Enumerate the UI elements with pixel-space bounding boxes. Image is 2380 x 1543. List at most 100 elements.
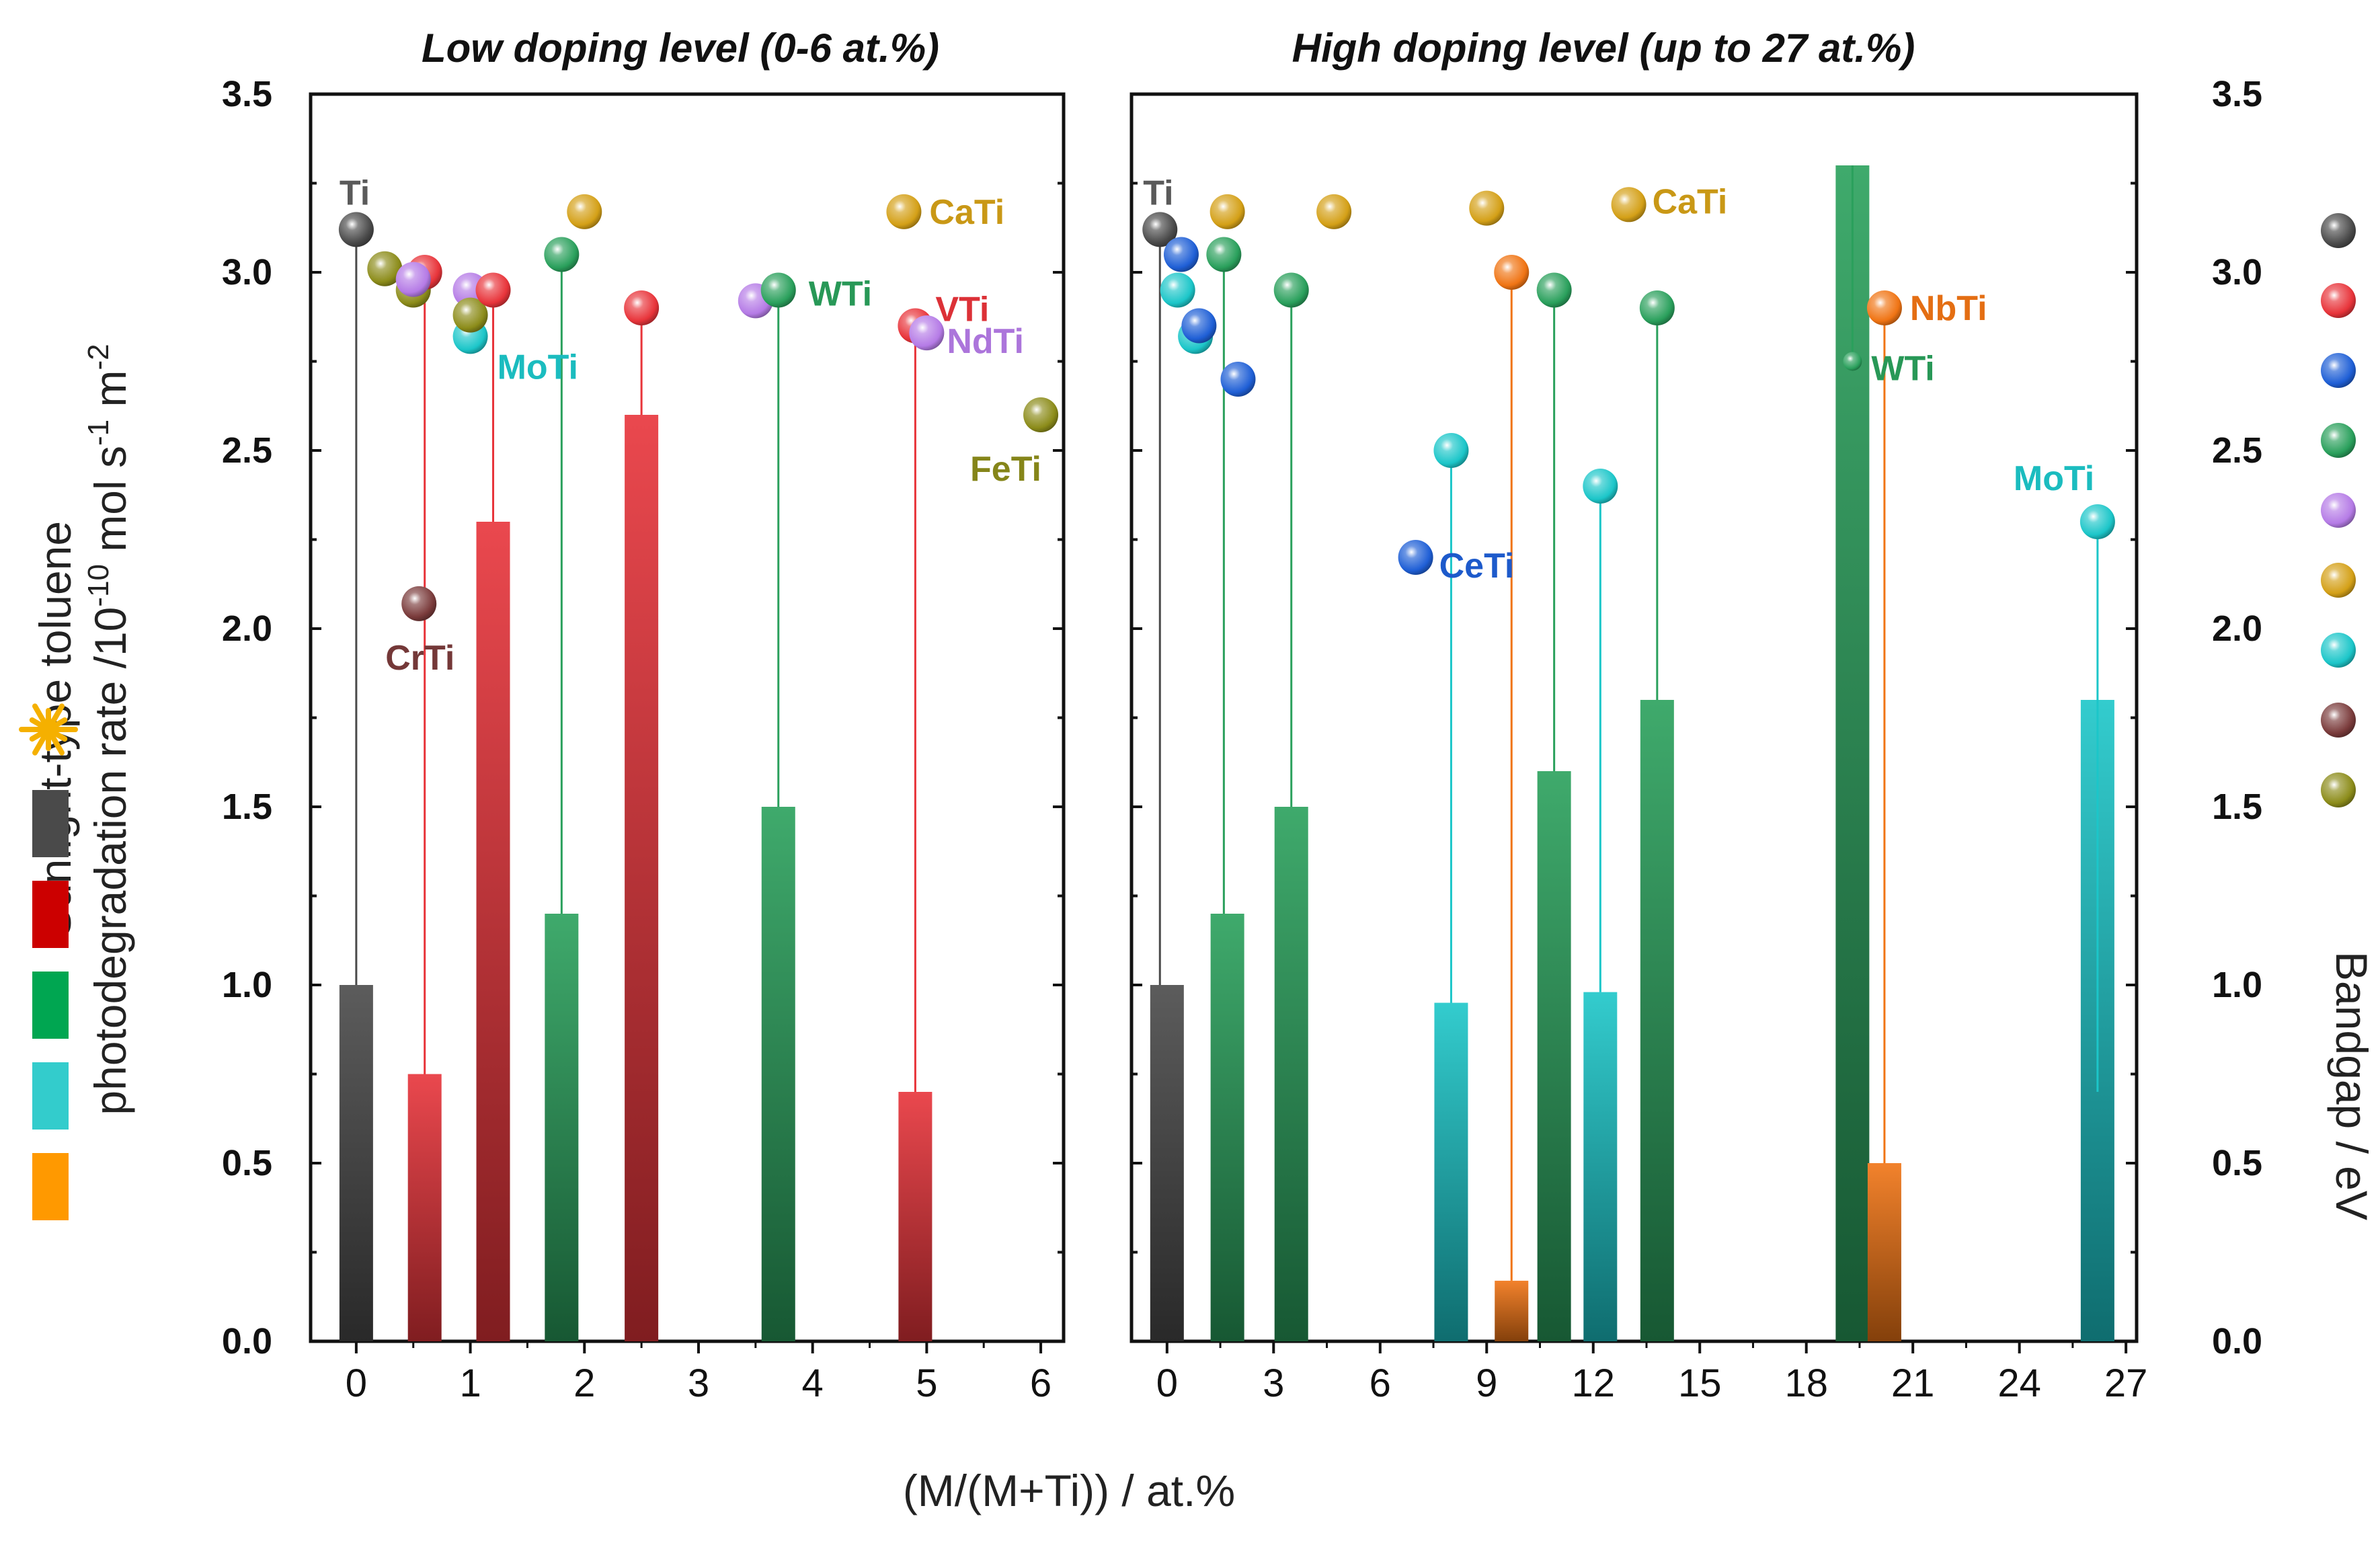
y-left-tick-label: 3.0 [222,252,272,292]
rate-legend [32,790,69,1220]
x-tick-label: 15 [1678,1361,1722,1405]
bandgap-legend-ball [2321,283,2356,318]
bar [1150,985,1184,1341]
x-tick-label: 0 [1156,1361,1178,1405]
stems-layer [355,165,2099,1281]
bandgap-point [475,272,511,308]
y-left-tick-label: 2.0 [222,608,272,649]
bandgap-point-label: WTi [809,275,872,314]
bar [1210,914,1244,1341]
y-left-tick-label: 2.5 [222,430,272,471]
y-right-tick-label: 3.0 [2212,252,2262,292]
bandgap-point-label: CaTi [1653,182,1728,221]
bandgap-point [1316,194,1352,229]
bandgap-point [2079,504,2115,539]
bandgap-point-label: WTi [1871,350,1934,389]
bandgap-point-label: CaTi [929,193,1004,232]
x-tick-label: 6 [1030,1361,1052,1405]
y-right-tick-label: 3.5 [2212,74,2262,114]
legend-swatch [32,790,69,857]
bandgap-point [1843,352,1862,371]
bandgap-point [1163,237,1199,272]
bandgap-point [1209,194,1245,229]
bandgap-point-label: NdTi [947,322,1024,361]
bandgap-point [1273,272,1309,308]
bar [898,1092,933,1341]
legend-swatch [32,1062,69,1130]
bar [476,522,510,1341]
bandgap-point-label: CrTi [385,639,454,678]
x-tick-label: 9 [1476,1361,1497,1405]
legend-swatch [32,1153,69,1220]
y-axis-right-label: Bandgap / eV [2327,951,2377,1220]
y-right-tick-label: 0.0 [2212,1321,2262,1361]
bar [1274,807,1308,1341]
y-right-tick-label: 1.5 [2212,787,2262,827]
bandgap-point [395,262,431,297]
bandgap-point [1142,212,1178,247]
bandgap-legend-ball [2321,213,2356,248]
bandgap-point [401,586,437,621]
x-tick-label: 3 [1263,1361,1284,1405]
bandgap-point-label: NbTi [1910,289,1987,328]
bar [1434,1002,1468,1341]
x-tick-label: 6 [1370,1361,1391,1405]
y-right-tick-label: 2.0 [2212,608,2262,649]
y-right-label: Bandgap / eV [2327,951,2377,1220]
bar [761,807,795,1341]
y-left-tick-label: 3.5 [222,74,272,114]
x-tick-label: 5 [916,1361,937,1405]
y-right-tick-label: 2.5 [2212,430,2262,471]
bar [1495,1280,1529,1341]
bandgap-point-label: VTi [935,290,989,329]
x-tick-label: 1 [459,1361,481,1405]
y-right-tick-label: 1.0 [2212,965,2262,1005]
bandgap-point-label: MoTi [498,348,578,387]
bandgap-point-label: MoTi [2014,459,2094,498]
bandgap-legend-ball [2321,353,2356,388]
x-tick-label: 0 [346,1361,367,1405]
bandgap-point [1160,272,1195,308]
x-tick-label: 27 [2104,1361,2148,1405]
bandgap-point [338,212,374,247]
bandgap-point [909,315,945,351]
bandgap-legend-ball [2321,563,2356,598]
panel-left-title: Low doping level (0-6 at.%) [422,26,939,71]
x-tick-label: 21 [1891,1361,1935,1405]
axes-layer: 0 1 2 3 4 5 6 0 3 6 9 12 15 18 21 24 270.0 0.00.5 0.51.0 1.… [222,74,2262,1405]
bandgap-point [367,251,403,286]
bandgap-point [760,272,796,308]
y-left-tick-label: 1.5 [222,787,272,827]
bar [339,985,373,1341]
star-core [38,719,58,740]
sunlight-star-icon [19,703,78,756]
bandgap-point [1023,397,1059,432]
bandgap-point-label: Ti [340,173,370,212]
bandgap-point [1536,272,1572,308]
bandgap-point [567,194,602,229]
y-right-tick-label: 0.5 [2212,1143,2262,1183]
x-tick-label: 12 [1571,1361,1615,1405]
bar [1583,992,1618,1341]
bar [545,914,579,1341]
bandgap-point [1583,469,1618,504]
bar [1537,771,1571,1341]
bandgap-legend-ball [2321,633,2356,668]
bandgap-point [1181,308,1217,344]
bandgap-point [1398,540,1433,575]
bandgap-point [452,297,488,333]
bandgap-point [1206,237,1242,272]
bandgap-point [1639,290,1675,325]
x-tick-label: 24 [1997,1361,2041,1405]
bandgap-point-label: CeTi [1439,547,1515,586]
bar [407,1074,442,1341]
bandgap-legend [2321,213,2356,807]
bandgap-point [624,290,660,325]
x-tick-label: 3 [688,1361,709,1405]
legend-swatch [32,972,69,1039]
bar [1867,1163,1901,1341]
bandgap-point [886,194,922,229]
x-axis-label: (M/(M+Ti)) / at.% [903,1466,1235,1515]
